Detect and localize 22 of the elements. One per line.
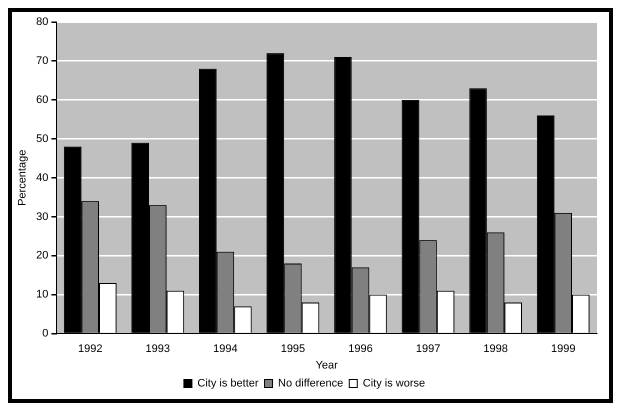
- x-tick-label: 1993: [146, 343, 170, 356]
- x-tick-label: 1992: [78, 343, 102, 356]
- y-axis-title: Percentage: [16, 150, 29, 206]
- x-axis-title: Year: [316, 359, 338, 372]
- x-tick-label: 1995: [280, 343, 306, 356]
- x-tick-label: 1994: [213, 343, 238, 356]
- y-tick-label: 20: [36, 250, 48, 262]
- x-tick-label: 1998: [483, 343, 508, 356]
- y-tick-label: 60: [36, 94, 48, 106]
- x-tick-label: 1996: [348, 343, 373, 356]
- x-tick-label: 1999: [550, 343, 576, 356]
- legend-label: City is better: [197, 378, 259, 390]
- y-tick-label: 10: [36, 288, 48, 301]
- y-tick-label: 80: [36, 16, 48, 28]
- y-tick-label: 50: [36, 132, 48, 145]
- legend-label: No difference: [278, 378, 344, 390]
- y-tick-label: 0: [42, 328, 48, 340]
- y-tick-label: 40: [36, 172, 48, 184]
- x-tick-label: 1997: [416, 343, 440, 356]
- legend-label: City is worse: [362, 378, 426, 390]
- y-tick-label: 70: [36, 54, 48, 67]
- y-tick-label: 30: [36, 210, 48, 223]
